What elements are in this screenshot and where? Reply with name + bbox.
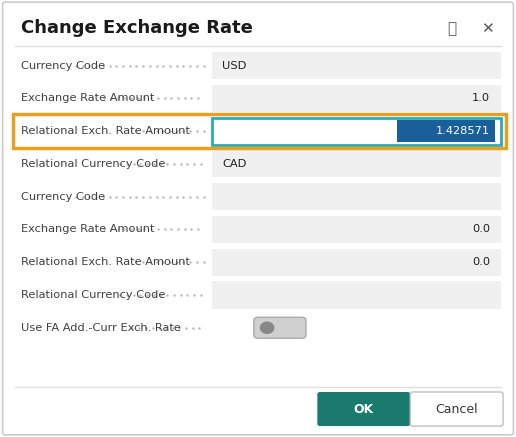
Text: USD: USD — [222, 61, 246, 70]
Text: Currency Code: Currency Code — [21, 61, 105, 70]
FancyBboxPatch shape — [317, 392, 410, 426]
Text: Relational Currency Code: Relational Currency Code — [21, 290, 165, 300]
Text: Relational Exch. Rate Amount: Relational Exch. Rate Amount — [21, 257, 190, 267]
FancyBboxPatch shape — [212, 281, 501, 309]
Text: Currency Code: Currency Code — [21, 192, 105, 201]
Text: Exchange Rate Amount: Exchange Rate Amount — [21, 225, 154, 234]
FancyBboxPatch shape — [212, 183, 501, 210]
Text: 1.428571: 1.428571 — [436, 126, 490, 136]
Text: ⤢: ⤢ — [447, 21, 456, 36]
Text: OK: OK — [353, 402, 374, 416]
Text: CAD: CAD — [222, 159, 246, 169]
Text: Change Exchange Rate: Change Exchange Rate — [21, 19, 252, 38]
Text: Relational Exch. Rate Amount: Relational Exch. Rate Amount — [21, 126, 190, 136]
FancyBboxPatch shape — [3, 2, 513, 435]
Text: Use FA Add.-Curr Exch. Rate: Use FA Add.-Curr Exch. Rate — [21, 323, 181, 333]
FancyBboxPatch shape — [212, 249, 501, 276]
FancyBboxPatch shape — [212, 216, 501, 243]
Text: ✕: ✕ — [481, 21, 494, 36]
FancyBboxPatch shape — [212, 52, 501, 79]
Circle shape — [261, 322, 273, 333]
FancyBboxPatch shape — [410, 392, 503, 426]
FancyBboxPatch shape — [212, 118, 501, 145]
FancyBboxPatch shape — [212, 85, 501, 112]
FancyBboxPatch shape — [254, 317, 306, 338]
Text: Cancel: Cancel — [436, 402, 478, 416]
Text: Relational Currency Code: Relational Currency Code — [21, 159, 165, 169]
FancyBboxPatch shape — [397, 120, 495, 142]
Text: 1.0: 1.0 — [472, 94, 490, 103]
Text: 0.0: 0.0 — [472, 225, 490, 234]
FancyBboxPatch shape — [212, 118, 501, 145]
Text: Exchange Rate Amount: Exchange Rate Amount — [21, 94, 154, 103]
Text: 0.0: 0.0 — [472, 257, 490, 267]
FancyBboxPatch shape — [212, 150, 501, 177]
